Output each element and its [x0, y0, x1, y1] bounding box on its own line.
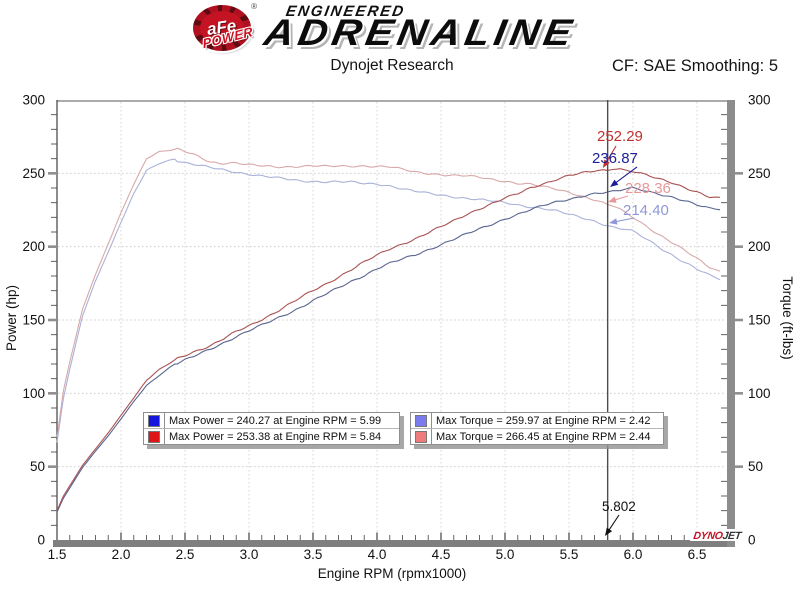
torque-afe-swatch-icon	[415, 430, 427, 443]
x-tick-label: 2.0	[112, 547, 131, 562]
power-stock-legend-label: Max Power = 240.27 at Engine RPM = 5.99	[169, 415, 382, 427]
svg-text:DYNOJET: DYNOJET	[693, 530, 744, 542]
series-power-stock-curve	[56, 186, 721, 513]
x-axis-band	[53, 540, 735, 547]
x-tick-label: 5.5	[560, 547, 579, 562]
smoothing-setting-label: CF: SAE Smoothing: 5	[612, 57, 778, 75]
legend-power-box: Max Power = 240.27 at Engine RPM = 5.99 …	[143, 412, 400, 445]
afe-logo: aFe ® POWER ENGINEERED ADRENALINE	[160, 0, 630, 60]
left-tick-label: 200	[22, 239, 45, 254]
right-tick-label: 200	[748, 239, 771, 254]
cursor-arrow-power-afe	[603, 145, 617, 168]
series-power-afe-curve	[56, 168, 721, 511]
cursor-rpm-arrow	[605, 514, 620, 536]
cursor-arrow-torque-afe	[608, 195, 629, 203]
registered-mark: ®	[251, 2, 257, 11]
torque-stock-legend-label: Max Torque = 259.97 at Engine RPM = 2.42	[436, 415, 651, 427]
torque-stock-swatch-icon	[415, 414, 427, 427]
cursor-readout-power-stock: 236.87	[592, 150, 638, 167]
legend-row-torque-stock: Max Torque = 259.97 at Engine RPM = 2.42	[411, 413, 663, 428]
power-afe-swatch-icon	[148, 430, 160, 443]
x-tick-label: 5.0	[496, 547, 515, 562]
chart-title: Dynojet Research	[330, 57, 454, 74]
cursor-arrow-power-stock	[610, 166, 638, 187]
legend-swatch-cell	[411, 429, 432, 444]
torque-afe-legend-label: Max Torque = 266.45 at Engine RPM = 2.44	[436, 431, 651, 443]
legend-swatch-cell	[144, 413, 165, 428]
cursor-readout-torque-stock: 214.40	[623, 202, 669, 219]
x-tick-label: 6.0	[624, 547, 643, 562]
cursor-rpm-label: 5.802	[602, 499, 636, 514]
legend-swatch-cell	[411, 413, 432, 428]
afe-badge: aFe ®	[193, 2, 257, 51]
legend-swatch-cell	[144, 429, 165, 444]
x-tick-label: 4.5	[432, 547, 451, 562]
power-afe-legend-label: Max Power = 253.38 at Engine RPM = 5.84	[169, 431, 382, 443]
right-tick-label: 0	[748, 533, 756, 548]
right-tick-label: 150	[748, 313, 771, 328]
right-tick-label: 300	[748, 93, 771, 108]
afe-badge-face: aFe	[200, 11, 244, 45]
legend-row-power-stock: Max Power = 240.27 at Engine RPM = 5.99	[144, 413, 399, 428]
series-torque-stock-curve	[56, 158, 721, 443]
cursor-readout-torque-afe: 228.36	[625, 180, 671, 197]
cursor-readout-power-afe: 252.29	[597, 128, 643, 145]
left-tick-label: 150	[22, 313, 45, 328]
x-tick-label: 6.5	[688, 547, 707, 562]
axis-ticks	[48, 114, 743, 540]
x-tick-label: 2.5	[176, 547, 195, 562]
right-axis-band	[727, 100, 735, 547]
dynojet-watermark-icon: DYNOJET	[693, 530, 744, 542]
left-tick-label: 100	[22, 386, 45, 401]
legend-row-torque-afe: Max Torque = 266.45 at Engine RPM = 2.44	[411, 428, 663, 444]
watermark-backplate	[690, 529, 736, 541]
cursor-arrow-torque-stock	[609, 217, 635, 225]
right-tick-label: 100	[748, 386, 771, 401]
x-tick-label: 4.0	[368, 547, 387, 562]
power-stock-swatch-icon	[148, 414, 160, 427]
x-tick-label: 3.0	[240, 547, 259, 562]
left-tick-label: 300	[22, 93, 45, 108]
left-tick-label: 0	[37, 533, 45, 548]
axis-tick-labels: 0 0 50 50 100 100 150 150 200 200 250 250 300 300 1.5 2…	[22, 93, 770, 563]
right-tick-label: 250	[748, 166, 771, 181]
right-tick-label: 50	[748, 459, 763, 474]
torque-axis-title: Torque (ft-lbs)	[780, 276, 795, 359]
legend-row-power-afe: Max Power = 253.38 at Engine RPM = 5.84	[144, 428, 399, 444]
x-axis-title: Engine RPM (rpmx1000)	[318, 566, 467, 581]
series-torque-afe-curve	[56, 147, 721, 438]
x-tick-label: 3.5	[304, 547, 323, 562]
x-tick-label: 1.5	[48, 547, 67, 562]
left-tick-label: 250	[22, 166, 45, 181]
power-axis-title: Power (hp)	[4, 285, 19, 351]
left-tick-label: 50	[30, 459, 45, 474]
legend-torque-box: Max Torque = 259.97 at Engine RPM = 2.42…	[410, 412, 664, 445]
